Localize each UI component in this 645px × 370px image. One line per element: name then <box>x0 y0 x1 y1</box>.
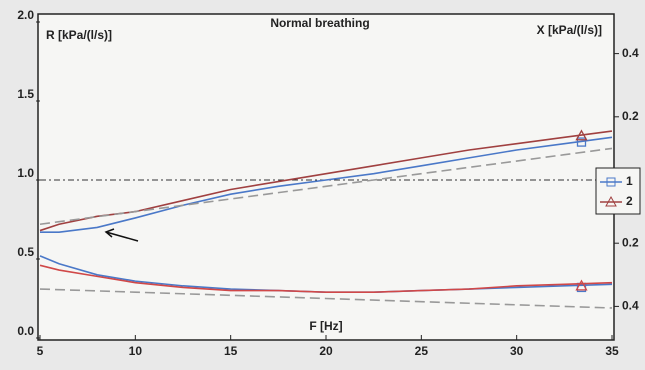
legend-label: 2 <box>626 194 633 208</box>
x-tick-label: 25 <box>415 344 429 358</box>
series-line <box>39 288 613 309</box>
legend-marker <box>605 195 617 207</box>
x-tick-label: 5 <box>37 344 44 358</box>
y-tick-label: 0.5 <box>17 245 34 259</box>
y2-tick-label: 0.4 <box>622 46 639 60</box>
x-tick-label: 20 <box>319 344 333 358</box>
marker <box>576 137 587 147</box>
series-line <box>39 264 613 293</box>
y2-tick-label: 0.2 <box>622 235 639 249</box>
x-tick-label: 10 <box>129 344 143 358</box>
y2-axis-label: X [kPa/(l/s)] <box>537 23 602 37</box>
marker <box>575 129 588 141</box>
legend-marker <box>606 177 616 187</box>
y-tick-label: 2.0 <box>17 8 34 22</box>
x-tick-label: 15 <box>224 344 238 358</box>
legend-label: 1 <box>626 174 633 188</box>
chart-title: Normal breathing <box>270 16 369 30</box>
x-tick-label: 30 <box>510 344 524 358</box>
x-tick-label: 35 <box>605 344 619 358</box>
y-tick-label: 0.0 <box>17 324 34 338</box>
y-axis-label: R [kPa/(l/s)] <box>46 28 112 42</box>
series-line <box>39 147 613 226</box>
x-axis-label: F [Hz] <box>309 319 342 333</box>
y2-tick-label: 0.2 <box>622 109 639 123</box>
series-line <box>40 136 613 233</box>
y-tick-label: 1.0 <box>17 166 34 180</box>
marker <box>575 279 588 291</box>
y2-tick-label: 0.4 <box>622 299 639 313</box>
arrow <box>104 228 139 242</box>
legend-box <box>595 167 641 215</box>
y-tick-label: 1.5 <box>17 87 34 101</box>
